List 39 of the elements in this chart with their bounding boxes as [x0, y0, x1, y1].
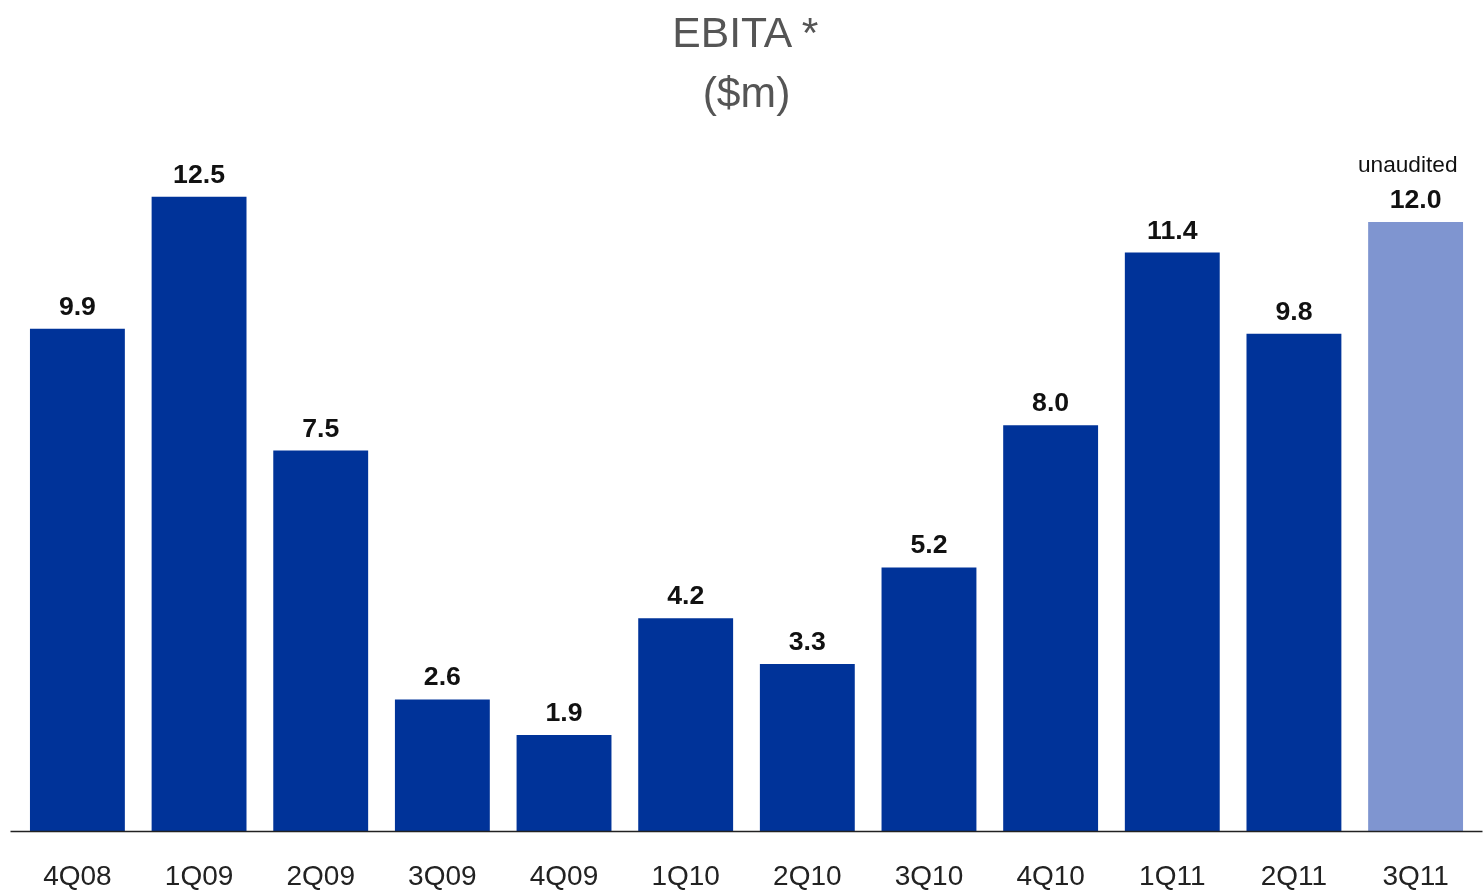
- x-tick-label: 2Q11: [1260, 859, 1328, 891]
- text: unaudited: [1357, 150, 1458, 177]
- data-label: 8.0: [1032, 387, 1070, 418]
- x-tick-label: 1Q11: [1139, 859, 1206, 891]
- bar: [516, 735, 612, 832]
- bar: [1246, 333, 1342, 832]
- data-label: 12.5: [173, 158, 226, 189]
- x-tick-label: 1Q09: [164, 859, 234, 891]
- x-tick-label: 4Q08: [43, 859, 112, 891]
- bar: [1003, 425, 1099, 832]
- x-tick-label: 2Q09: [286, 859, 355, 891]
- bar: [273, 450, 369, 832]
- data-label: 4.2: [667, 580, 705, 611]
- x-tick-label: 3Q10: [894, 859, 964, 891]
- x-tick-label: 2Q10: [773, 859, 842, 891]
- data-label: 12.0: [1389, 184, 1442, 215]
- data-label: 1.9: [545, 697, 583, 728]
- bar: [151, 196, 247, 832]
- data-label: 3.3: [788, 625, 826, 656]
- data-label: 9.8: [1275, 295, 1313, 326]
- data-label: 2.6: [423, 661, 461, 692]
- bar: [1368, 222, 1464, 832]
- bar: [1124, 252, 1220, 832]
- x-tick-label: 4Q09: [529, 859, 599, 891]
- data-label: 5.2: [910, 529, 948, 560]
- bar: [759, 663, 855, 832]
- data-label: 9.9: [58, 290, 96, 321]
- x-tick-label: 3Q11: [1382, 859, 1449, 891]
- x-tick-label: 1Q10: [651, 859, 720, 891]
- x-tick-label: 3Q09: [408, 859, 477, 891]
- chart-subtitle: ($m): [702, 67, 791, 116]
- data-label: 11.4: [1147, 214, 1198, 245]
- data-label: 7.5: [302, 412, 340, 443]
- chart-title: EBITA *: [672, 7, 819, 56]
- bar: [394, 699, 490, 832]
- bar: [881, 567, 977, 832]
- bar: [638, 618, 734, 832]
- x-tick-label: 4Q10: [1016, 859, 1085, 891]
- bar: [29, 328, 125, 832]
